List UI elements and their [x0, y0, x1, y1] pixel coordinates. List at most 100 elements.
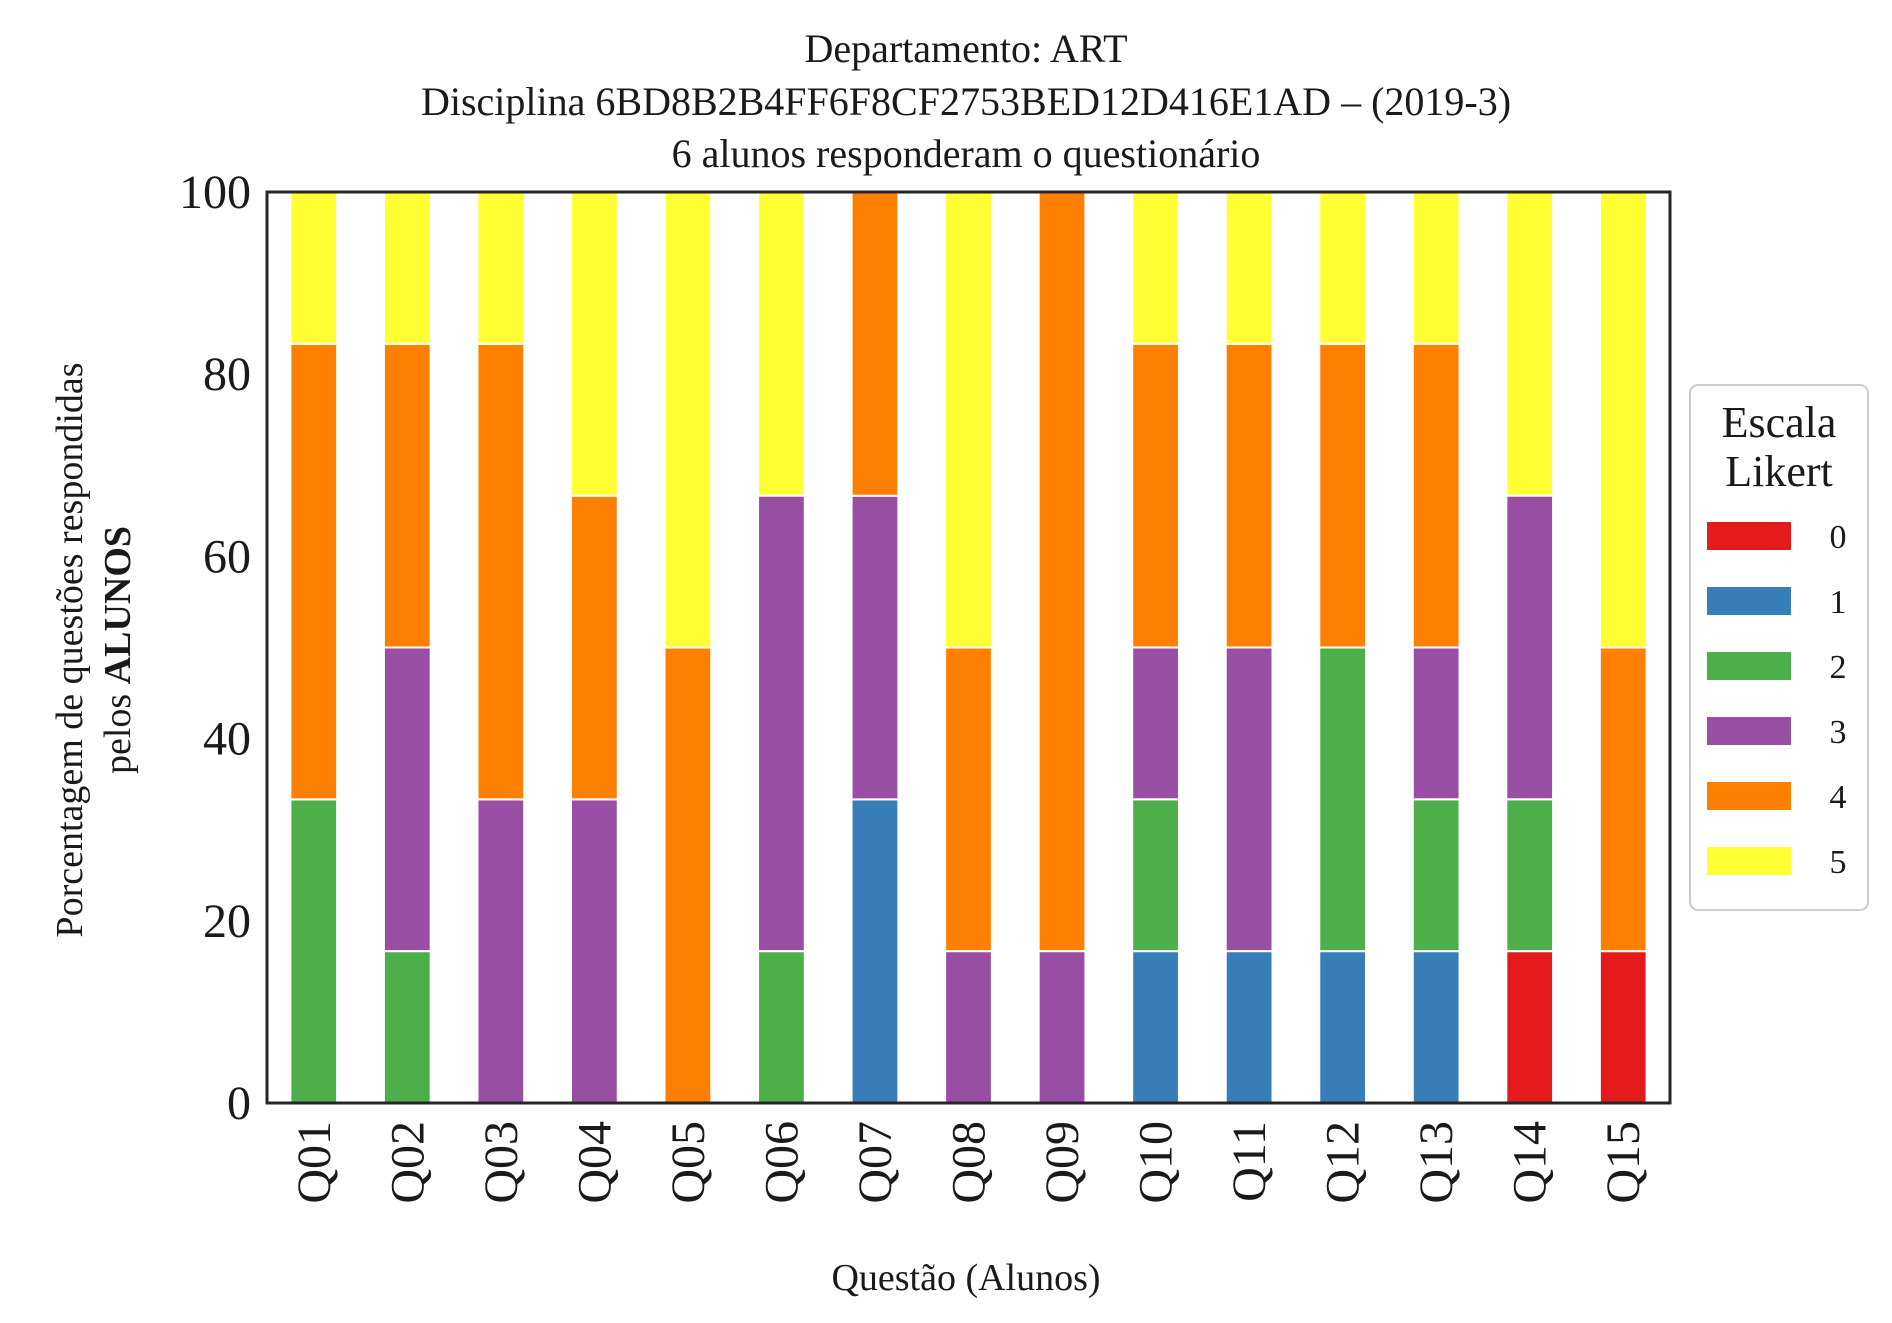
x-tick-label: Q14	[1504, 1121, 1557, 1204]
bar-q05-likert-4	[663, 646, 713, 1104]
bar-q15-likert-0	[1598, 950, 1648, 1104]
bar-q13-likert-3	[1411, 646, 1461, 801]
x-axis-label: Questão (Alunos)	[831, 1257, 1100, 1299]
y-tick-label: 100	[179, 166, 251, 219]
chart-subtitle-line-1: Disciplina 6BD8B2B4FF6F8CF2753BED12D416E…	[421, 79, 1511, 124]
y-tick-label: 20	[203, 895, 251, 948]
bar-q10-likert-4	[1131, 342, 1180, 649]
bar-q12-likert-5	[1318, 191, 1368, 345]
bar-q12-likert-1	[1318, 950, 1368, 1104]
bar-q02-likert-4	[382, 342, 432, 649]
y-tick-label: 40	[203, 713, 251, 766]
bar-q03-likert-5	[476, 191, 526, 345]
legend-label-2: 2	[1830, 649, 1847, 686]
bar-q08-likert-4	[944, 646, 993, 953]
bar-q15-likert-4	[1598, 646, 1648, 953]
bar-q09-likert-3	[1037, 950, 1087, 1104]
x-tick-label: Q08	[943, 1121, 996, 1204]
legend-swatch-2	[1707, 652, 1791, 680]
bar-q04-likert-5	[569, 191, 619, 497]
y-tick-label: 0	[227, 1077, 251, 1130]
x-tick-label: Q12	[1317, 1121, 1370, 1204]
x-tick-label: Q13	[1410, 1121, 1463, 1204]
legend-swatch-0	[1707, 522, 1791, 550]
x-tick-label: Q05	[662, 1121, 715, 1204]
plot-frame	[265, 190, 1672, 1105]
x-tick-label: Q09	[1036, 1121, 1089, 1204]
x-tick-label: Q11	[1223, 1121, 1276, 1202]
bar-q11-likert-3	[1224, 646, 1274, 953]
bar-q07-likert-3	[850, 494, 900, 801]
legend-swatch-1	[1707, 587, 1791, 615]
bar-q05-likert-5	[663, 191, 713, 649]
legend-items: 0 1 2 3 4 5	[1707, 519, 1847, 881]
bar-q08-likert-3	[944, 950, 993, 1104]
legend-box	[1689, 384, 1869, 911]
bar-q01-likert-5	[289, 191, 339, 345]
legend-label-3: 3	[1830, 714, 1847, 751]
bar-q14-likert-3	[1505, 494, 1555, 801]
y-axis-label-bold: ALUNOS	[97, 526, 139, 684]
bar-q07-likert-1	[850, 798, 900, 1104]
bar-q14-likert-2	[1505, 798, 1555, 953]
y-axis-label-line-1: Porcentagem de questões respondidas	[49, 362, 91, 937]
legend-title-line-2: Likert	[1725, 447, 1833, 496]
x-axis-ticks: Q01 Q02 Q03 Q04 Q05 Q06 Q07 Q08 Q09 Q10 Q11 Q12 Q13 Q…	[288, 1121, 1650, 1204]
bar-q13-likert-1	[1411, 950, 1461, 1104]
bar-q12-likert-2	[1318, 646, 1368, 953]
y-axis-label-group: Porcentagem de questões respondidas pelo…	[49, 362, 139, 937]
bar-q08-likert-5	[944, 191, 993, 649]
bar-q06-likert-2	[757, 950, 806, 1104]
legend-swatch-5	[1707, 847, 1791, 875]
y-tick-label: 80	[203, 348, 251, 401]
x-tick-label: Q03	[475, 1121, 528, 1204]
bar-q11-likert-1	[1224, 950, 1274, 1104]
x-tick-label: Q07	[849, 1121, 902, 1204]
bar-q02-likert-5	[382, 191, 432, 345]
legend-label-0: 0	[1830, 519, 1847, 556]
bar-q10-likert-5	[1131, 190, 1180, 345]
y-axis-label-prefix: pelos	[97, 684, 139, 774]
bar-q03-likert-3	[476, 798, 526, 1104]
legend-label-5: 5	[1830, 844, 1847, 881]
bar-q12-likert-4	[1318, 342, 1368, 649]
bar-q13-likert-5	[1411, 190, 1461, 345]
y-axis-label-line-2: pelos ALUNOS	[97, 526, 139, 774]
legend-label-1: 1	[1830, 584, 1847, 621]
legend-swatch-4	[1707, 782, 1791, 810]
bar-q13-likert-2	[1411, 798, 1461, 953]
y-tick-label: 60	[203, 530, 251, 583]
bar-q01-likert-2	[289, 798, 339, 1104]
bar-q10-likert-1	[1131, 950, 1180, 1104]
y-axis-ticks: 0 20 40 60 80 100	[179, 166, 251, 1130]
legend-swatch-3	[1707, 717, 1791, 745]
bar-q03-likert-4	[476, 342, 526, 801]
bar-q10-likert-3	[1131, 646, 1180, 801]
x-tick-label: Q10	[1130, 1121, 1183, 1204]
bar-q01-likert-4	[289, 342, 339, 801]
legend-label-4: 4	[1830, 779, 1847, 816]
x-tick-label: Q06	[755, 1121, 808, 1204]
bar-q14-likert-5	[1505, 191, 1555, 497]
bar-q14-likert-0	[1505, 950, 1555, 1104]
bar-q15-likert-5	[1598, 191, 1648, 649]
legend: Escala Likert 0 1 2 3 4 5	[1689, 384, 1869, 911]
bar-q10-likert-2	[1131, 798, 1180, 953]
bar-q02-likert-3	[382, 646, 432, 953]
x-tick-label: Q02	[381, 1121, 434, 1204]
chart-subtitle-line-2: 6 alunos responderam o questionário	[672, 131, 1261, 176]
bar-q11-likert-4	[1224, 342, 1274, 649]
bar-q02-likert-2	[382, 950, 432, 1104]
bar-q09-likert-4	[1037, 191, 1087, 953]
bar-q13-likert-4	[1411, 342, 1461, 649]
bar-q07-likert-4	[850, 191, 900, 497]
chart-title-group: Departamento: ART Disciplina 6BD8B2B4FF6…	[421, 26, 1511, 176]
bar-q04-likert-4	[569, 494, 619, 801]
x-tick-label: Q15	[1597, 1121, 1650, 1204]
chart-title: Departamento: ART	[804, 26, 1127, 71]
bar-q04-likert-3	[569, 798, 619, 1104]
bar-q06-likert-5	[757, 191, 806, 497]
legend-title-line-1: Escala	[1722, 398, 1837, 447]
bar-q06-likert-3	[757, 494, 806, 953]
